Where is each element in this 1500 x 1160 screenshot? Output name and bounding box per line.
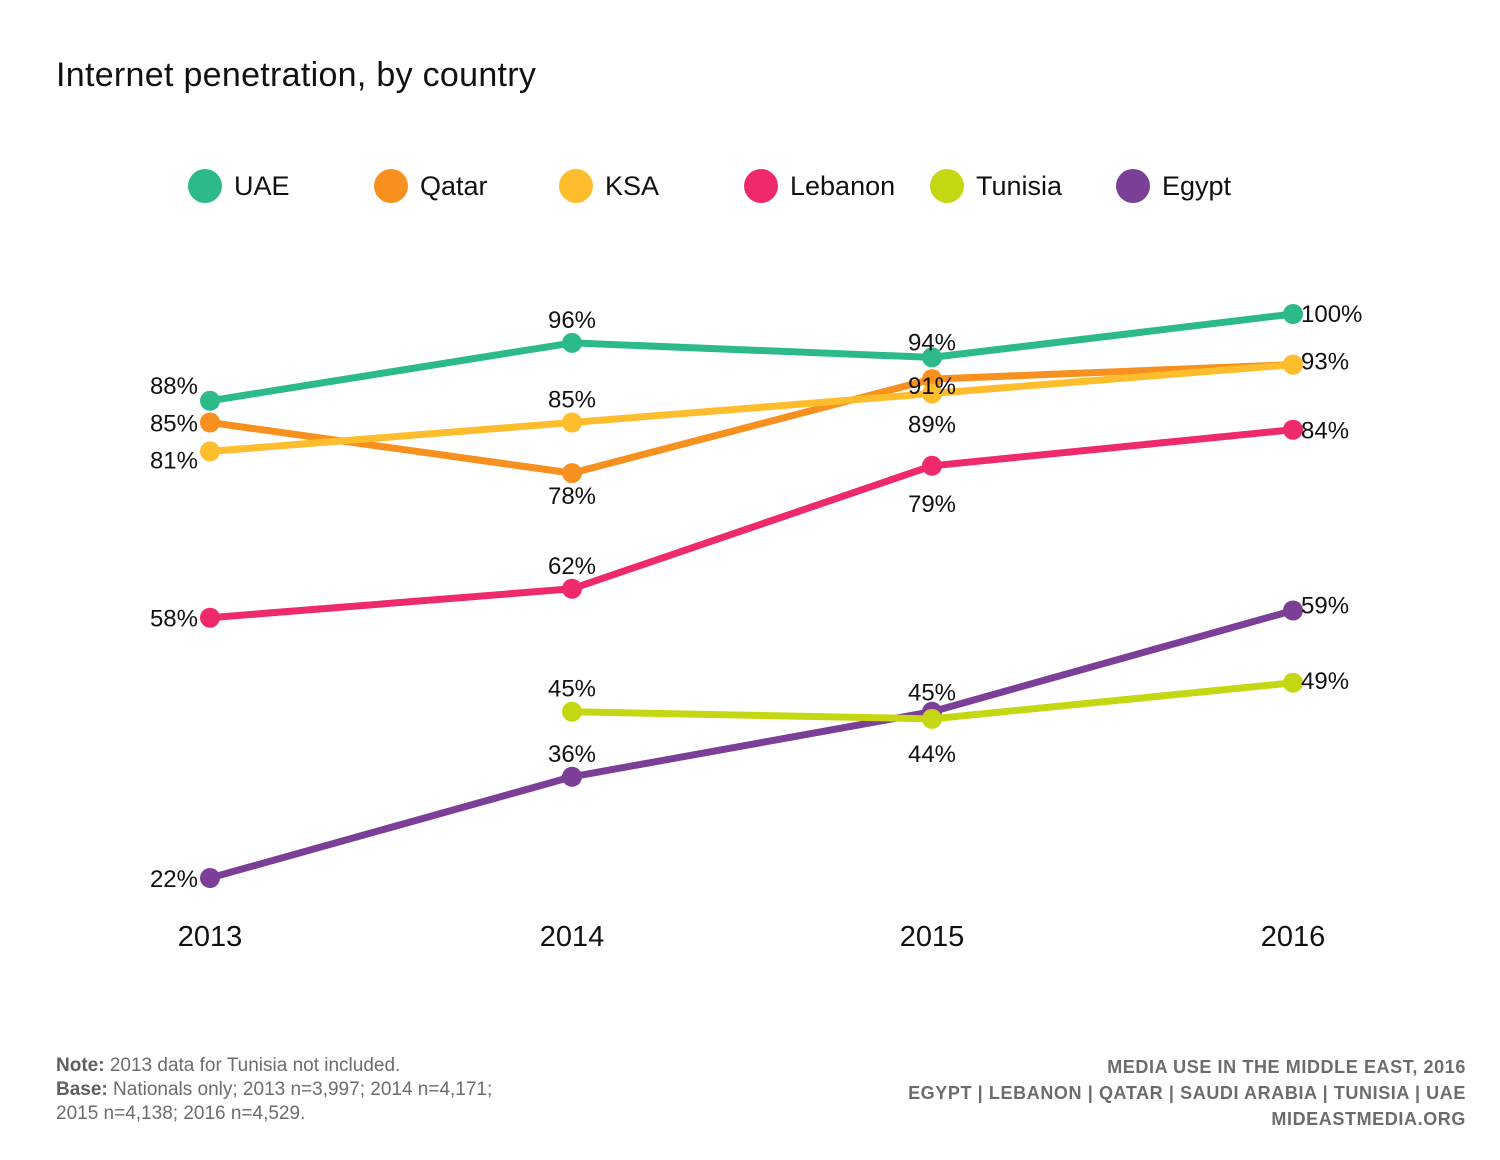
point-uae-2014 (562, 332, 582, 353)
legend-label-lebanon: Lebanon (790, 170, 896, 201)
legend-dot-tunisia (930, 169, 964, 203)
data-label-lebanon-2016: 84% (1301, 418, 1349, 445)
point-lebanon-2014 (562, 578, 582, 599)
data-label-ksa-2014: 85% (548, 387, 596, 414)
data-label-ksa-2013: 81% (150, 447, 198, 474)
base-line-2: 2015 n=4,138; 2016 n=4,529. (56, 1102, 492, 1126)
legend-item-uae: UAE (188, 164, 290, 208)
legend-dot-lebanon (744, 169, 778, 203)
point-tunisia-2016 (1283, 672, 1303, 693)
point-egypt-2016 (1283, 600, 1303, 621)
point-uae-2015 (922, 347, 942, 368)
point-tunisia-2014 (562, 701, 582, 722)
data-label-uae-2015: 94% (908, 329, 956, 356)
point-qatar-2015 (922, 369, 942, 390)
point-egypt-2014 (562, 766, 582, 787)
legend-label-uae: UAE (234, 170, 290, 201)
base-text-2: 2015 n=4,138; 2016 n=4,529. (56, 1103, 306, 1124)
point-qatar-2014 (562, 463, 582, 484)
base-text-1: Nationals only; 2013 n=3,997; 2014 n=4,1… (113, 1079, 493, 1100)
data-label-egypt-2015: 45% (908, 680, 956, 707)
x-tick-label-2014: 2014 (540, 921, 605, 953)
data-label-tunisia-2015: 44% (908, 741, 956, 768)
data-label-qatar-2013: 85% (150, 411, 198, 438)
note-label: Note: (56, 1055, 105, 1076)
point-qatar-2013 (200, 412, 220, 433)
base-label: Base: (56, 1079, 108, 1100)
source-website: MIDEASTMEDIA.ORG (1271, 1109, 1466, 1129)
data-label-uae-2016: 100% (1301, 301, 1362, 328)
point-egypt-2013 (200, 868, 220, 888)
data-label-egypt-2016: 59% (1301, 593, 1349, 620)
point-uae-2013 (200, 390, 220, 411)
series-line-egypt (206, 607, 1297, 882)
point-ksa-2015 (922, 383, 942, 404)
legend-label-qatar: Qatar (420, 170, 488, 201)
line-chart: 88% 96% 94% 100% 85% 78% 91% 93% 81% 85% 89% 58% 62%… (150, 301, 1362, 953)
legend-dot-egypt (1116, 169, 1150, 203)
legend-label-ksa: KSA (605, 170, 660, 201)
x-tick-label-2016: 2016 (1261, 921, 1326, 953)
legend-item-ksa: KSA (559, 164, 659, 208)
footer-source: MEDIA USE IN THE MIDDLE EAST, 2016 EGYPT… (908, 1054, 1466, 1132)
data-label-tunisia-2014: 45% (548, 676, 596, 703)
data-label-lebanon-2015: 79% (908, 491, 956, 518)
note-line: Note: 2013 data for Tunisia not included… (56, 1054, 492, 1078)
data-label-qatar-2016: 93% (1301, 349, 1349, 376)
legend-item-tunisia: Tunisia (930, 164, 1062, 208)
data-label-lebanon-2014: 62% (548, 553, 596, 580)
series-line-lebanon (206, 426, 1297, 622)
x-tick-label-2015: 2015 (900, 921, 965, 953)
point-uae-2016 (1283, 304, 1303, 324)
point-lebanon-2013 (200, 607, 220, 628)
data-label-qatar-2014: 78% (548, 483, 596, 510)
legend-dot-qatar (374, 169, 408, 203)
legend-item-egypt: Egypt (1116, 164, 1231, 208)
point-lebanon-2015 (922, 455, 942, 476)
legend: UAE Qatar KSA Lebanon Tunisia Egypt (188, 164, 1308, 208)
base-line: Base: Nationals only; 2013 n=3,997; 2014… (56, 1078, 492, 1102)
data-label-uae-2013: 88% (150, 373, 198, 400)
source-title: MEDIA USE IN THE MIDDLE EAST, 2016 (1107, 1057, 1466, 1077)
series-line-ksa (206, 361, 1297, 455)
legend-dot-ksa (559, 169, 593, 203)
point-ksa-2014 (562, 412, 582, 433)
legend-item-lebanon: Lebanon (744, 164, 895, 208)
data-label-egypt-2014: 36% (548, 741, 596, 768)
legend-label-tunisia: Tunisia (976, 170, 1063, 201)
data-label-ksa-2015: 89% (908, 412, 956, 439)
note-text: 2013 data for Tunisia not included. (109, 1055, 401, 1076)
point-ksa-2016 (1283, 354, 1303, 375)
series-line-uae (206, 310, 1297, 405)
point-tunisia-2015 (922, 708, 942, 729)
x-tick-label-2013: 2013 (178, 921, 243, 953)
legend-dot-uae (188, 169, 222, 203)
point-ksa-2013 (200, 441, 220, 462)
legend-label-egypt: Egypt (1162, 170, 1232, 201)
footer-note: Note: 2013 data for Tunisia not included… (56, 1054, 492, 1126)
source-countries: EGYPT | LEBANON | QATAR | SAUDI ARABIA |… (908, 1083, 1466, 1103)
data-label-lebanon-2013: 58% (150, 606, 198, 633)
point-lebanon-2016 (1283, 419, 1303, 440)
data-label-qatar-2015: 91% (908, 373, 956, 400)
series-line-qatar (206, 361, 1297, 477)
legend-item-qatar: Qatar (374, 164, 488, 208)
chart-title: Internet penetration, by country (56, 56, 537, 94)
data-label-egypt-2013: 22% (150, 866, 198, 893)
data-label-tunisia-2016: 49% (1301, 668, 1349, 695)
data-label-uae-2014: 96% (548, 307, 596, 334)
